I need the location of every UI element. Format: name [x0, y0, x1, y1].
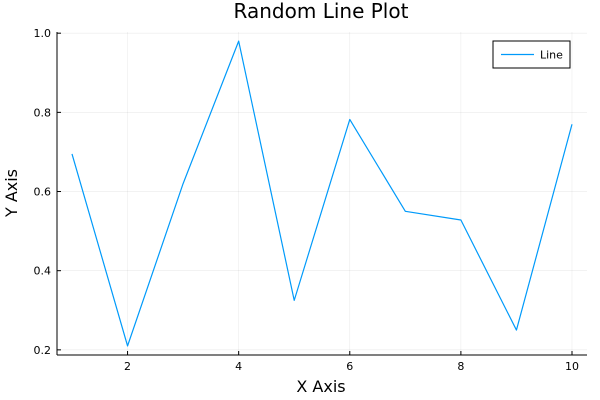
- grid: [57, 32, 587, 355]
- axes: [56, 32, 587, 356]
- legend: Line: [492, 40, 571, 69]
- x-tick-label: 6: [346, 360, 353, 373]
- tick-marks: 2 4 6 8 10 0.2 0.4 0.6 0.8 1.0: [34, 27, 580, 373]
- y-tick-label: 0.2: [34, 344, 52, 357]
- y-axis-label: Y Axis: [2, 169, 21, 218]
- series-line: [71, 40, 573, 347]
- x-tick-label: 2: [124, 360, 131, 373]
- x-tick-label: 4: [235, 360, 242, 373]
- x-tick-label: 10: [565, 360, 579, 373]
- y-tick-label: 0.8: [34, 106, 52, 119]
- legend-label: Line: [540, 49, 563, 62]
- series-lines: [71, 40, 573, 347]
- y-tick-label: 1.0: [34, 27, 52, 40]
- y-tick-label: 0.4: [34, 265, 52, 278]
- y-tick-label: 0.6: [34, 186, 52, 199]
- chart-title: Random Line Plot: [234, 0, 409, 23]
- x-tick-label: 8: [457, 360, 464, 373]
- x-axis-label: X Axis: [296, 377, 345, 396]
